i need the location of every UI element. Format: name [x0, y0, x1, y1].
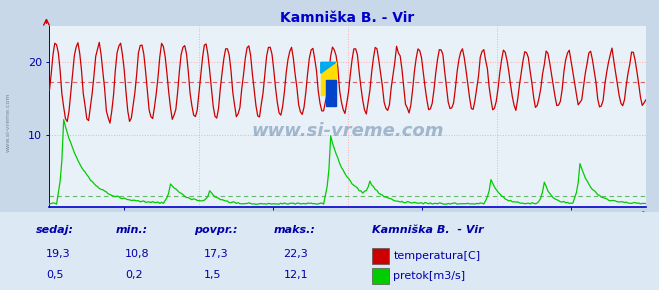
Text: 0,2: 0,2: [125, 270, 143, 280]
Text: 22,3: 22,3: [283, 249, 308, 259]
Text: 10,8: 10,8: [125, 249, 150, 259]
Text: Kamniška B.  - Vir: Kamniška B. - Vir: [372, 225, 484, 235]
Text: povpr.:: povpr.:: [194, 225, 238, 235]
Text: www.si-vreme.com: www.si-vreme.com: [5, 92, 11, 152]
Title: Kamniška B. - Vir: Kamniška B. - Vir: [281, 11, 415, 25]
Text: temperatura[C]: temperatura[C]: [393, 251, 480, 261]
Polygon shape: [321, 62, 335, 73]
Text: 1,5: 1,5: [204, 270, 222, 280]
Text: maks.:: maks.:: [273, 225, 316, 235]
Text: sedaj:: sedaj:: [36, 225, 74, 235]
Text: 0,5: 0,5: [46, 270, 64, 280]
Text: min.:: min.:: [115, 225, 148, 235]
Text: 12,1: 12,1: [283, 270, 308, 280]
Text: pretok[m3/s]: pretok[m3/s]: [393, 271, 465, 281]
Text: www.si-vreme.com: www.si-vreme.com: [251, 122, 444, 140]
Bar: [326, 80, 335, 106]
Text: 17,3: 17,3: [204, 249, 229, 259]
Bar: [321, 62, 335, 95]
Text: 19,3: 19,3: [46, 249, 71, 259]
